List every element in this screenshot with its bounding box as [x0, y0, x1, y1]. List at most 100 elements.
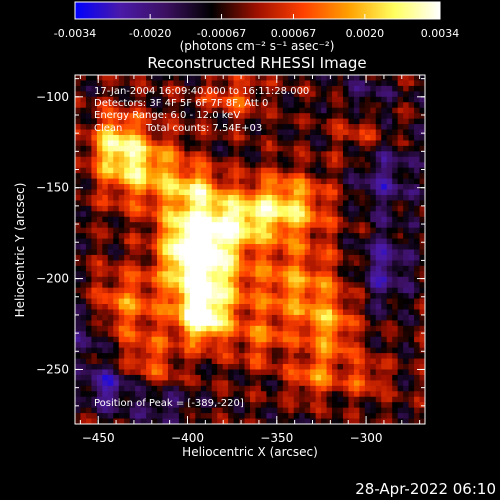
heatmap-cell: [266, 156, 273, 163]
heatmap-cell: [255, 118, 262, 125]
heatmap-cell: [392, 282, 399, 289]
heatmap-cell: [386, 369, 393, 376]
heatmap-cell: [118, 184, 125, 191]
heatmap-cell: [353, 260, 360, 267]
heatmap-cell: [80, 118, 87, 125]
heatmap-cell: [91, 156, 98, 163]
heatmap-cell: [326, 194, 333, 202]
heatmap-cell: [386, 156, 393, 163]
heatmap-cell: [260, 205, 268, 212]
heatmap-cell: [211, 260, 218, 267]
heatmap-cell: [250, 222, 257, 229]
heatmap-cell: [129, 156, 136, 163]
heatmap-cell: [315, 189, 322, 196]
heatmap-cell: [162, 151, 169, 158]
heatmap-image: [75, 75, 425, 424]
heatmap-cell: [217, 107, 224, 114]
heatmap-cell: [162, 320, 169, 327]
heatmap-cell: [310, 336, 317, 343]
heatmap-cell: [348, 227, 355, 234]
heatmap-cell: [200, 145, 207, 152]
heatmap-cell: [91, 96, 98, 103]
heatmap-cell: [124, 391, 131, 398]
heatmap-cell: [353, 189, 360, 196]
heatmap-cell: [107, 134, 114, 142]
heatmap-cell: [353, 184, 360, 191]
heatmap-cell: [348, 309, 355, 316]
heatmap-cell: [364, 162, 371, 169]
heatmap-cell: [342, 407, 350, 414]
heatmap-cell: [129, 271, 136, 278]
heatmap-cell: [315, 331, 322, 338]
heatmap-cell: [162, 369, 169, 376]
heatmap-cell: [167, 140, 175, 147]
heatmap-cell: [370, 342, 377, 349]
heatmap-cell: [337, 314, 344, 321]
heatmap-cell: [124, 162, 131, 169]
heatmap-cell: [157, 124, 164, 131]
heatmap-cell: [173, 145, 180, 152]
heatmap-cell: [288, 282, 295, 289]
heatmap-cell: [414, 314, 421, 321]
heatmap-cell: [113, 151, 120, 158]
heatmap-cell: [85, 145, 93, 152]
heatmap-cell: [211, 358, 218, 365]
heatmap-cell: [239, 391, 246, 398]
heatmap-cell: [222, 238, 229, 245]
heatmap-cell: [222, 184, 229, 191]
heatmap-cell: [266, 173, 273, 180]
heatmap-cell: [91, 85, 98, 92]
heatmap-cell: [239, 320, 246, 327]
heatmap-cell: [222, 222, 229, 229]
heatmap-cell: [271, 369, 278, 376]
heatmap-cell: [217, 353, 224, 360]
heatmap-cell: [392, 222, 399, 229]
heatmap-cell: [392, 167, 399, 174]
heatmap-cell: [244, 413, 251, 420]
heatmap-cell: [375, 325, 382, 332]
heatmap-cell: [96, 167, 103, 174]
heatmap-cell: [288, 304, 295, 311]
heatmap-cell: [364, 211, 371, 218]
heatmap-cell: [282, 233, 289, 240]
heatmap-cell: [353, 287, 360, 294]
heatmap-cell: [337, 238, 344, 245]
x-tick-label: −450: [82, 431, 115, 445]
heatmap-cell: [321, 244, 328, 251]
heatmap-cell: [140, 227, 147, 234]
heatmap-cell: [217, 342, 224, 349]
heatmap-cell: [162, 331, 169, 338]
heatmap-cell: [348, 353, 355, 360]
heatmap-cell: [386, 162, 393, 169]
heatmap-cell: [250, 396, 257, 403]
heatmap-cell: [157, 107, 164, 114]
heatmap-cell: [102, 162, 109, 169]
heatmap-cell: [397, 380, 404, 387]
heatmap-cell: [353, 91, 360, 98]
heatmap-cell: [332, 162, 339, 169]
heatmap-cell: [118, 238, 125, 245]
heatmap-cell: [239, 227, 246, 234]
heatmap-cell: [370, 391, 377, 398]
heatmap-cell: [222, 244, 229, 251]
heatmap-cell: [403, 233, 410, 240]
heatmap-cell: [151, 102, 158, 109]
heatmap-cell: [140, 129, 147, 136]
heatmap-cell: [189, 102, 196, 109]
heatmap-cell: [124, 233, 131, 240]
heatmap-cell: [146, 91, 153, 98]
heatmap-cell: [195, 244, 202, 251]
heatmap-cell: [173, 309, 180, 316]
heatmap-cell: [282, 75, 289, 82]
heatmap-cell: [310, 140, 317, 147]
heatmap-cell: [419, 118, 425, 125]
heatmap-cell: [408, 271, 415, 278]
heatmap-cell: [414, 293, 421, 300]
heatmap-cell: [337, 156, 344, 163]
heatmap-cell: [293, 151, 300, 158]
heatmap-cell: [282, 418, 289, 424]
heatmap-cell: [293, 238, 300, 245]
heatmap-cell: [173, 151, 180, 158]
heatmap-cell: [206, 75, 213, 82]
heatmap-cell: [337, 102, 344, 109]
